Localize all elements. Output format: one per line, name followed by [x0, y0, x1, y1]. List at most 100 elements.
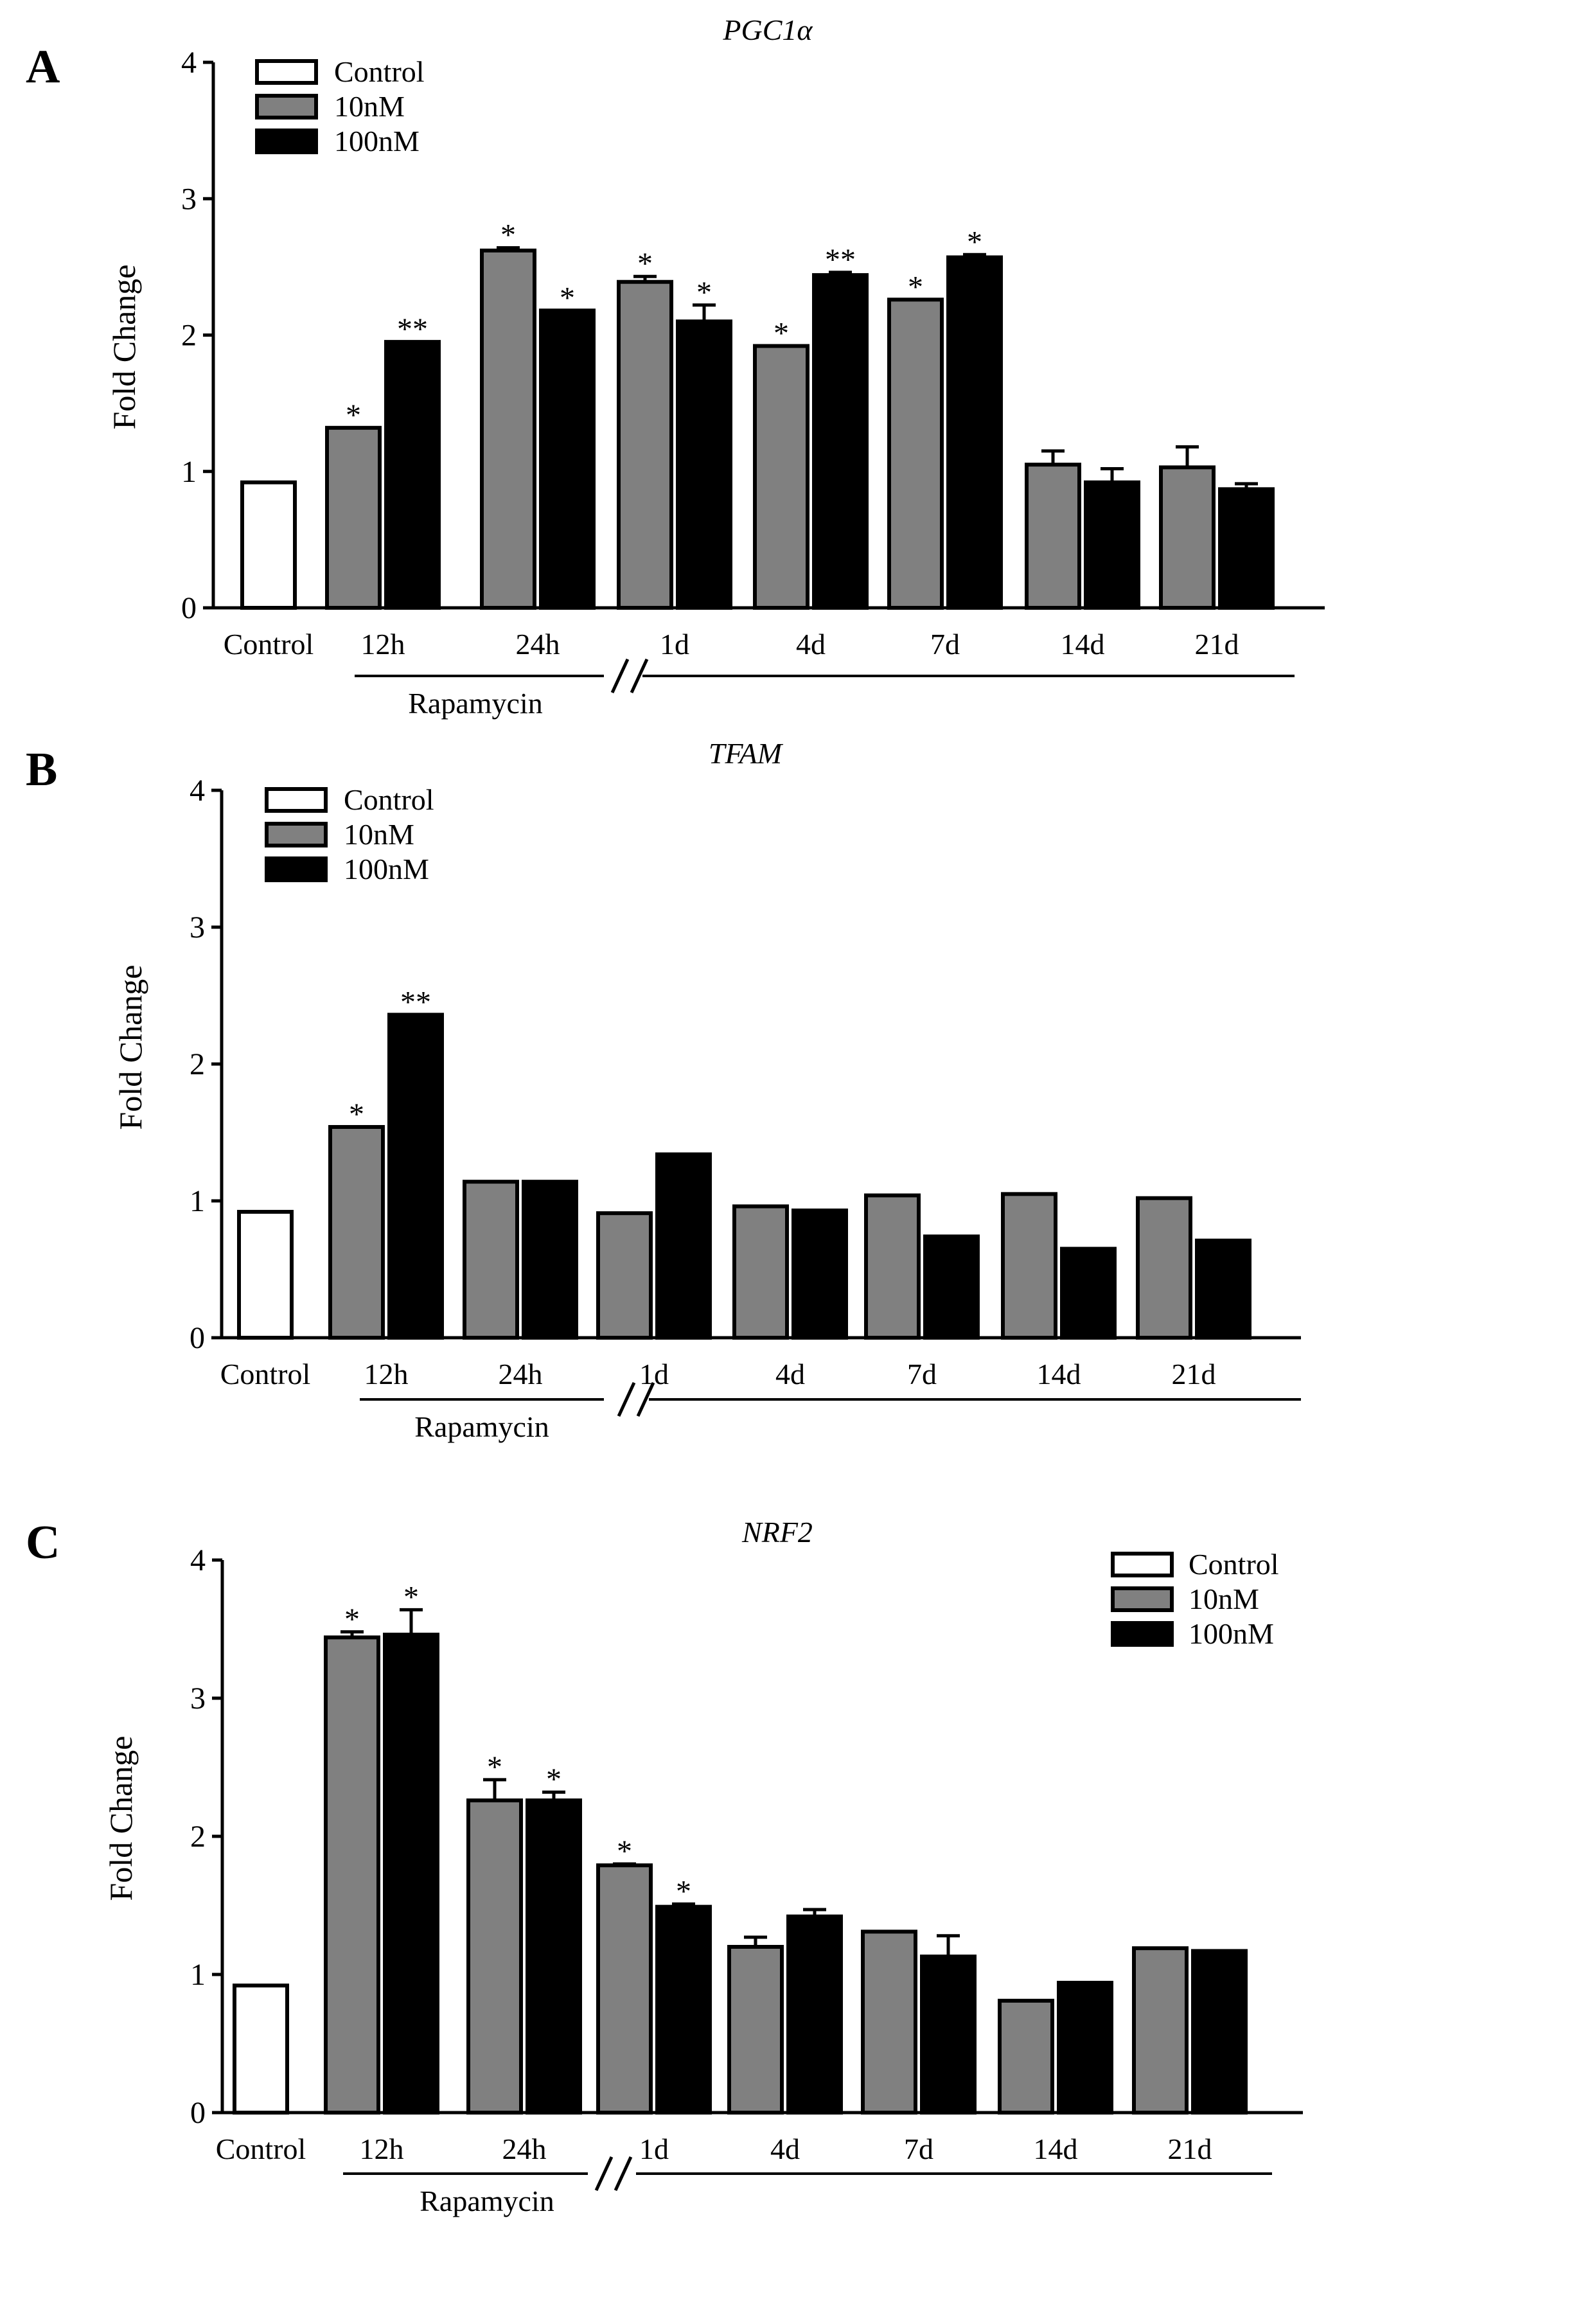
significance-marker: *	[487, 1750, 502, 1784]
chart-title: PGC1α	[722, 13, 813, 46]
bar	[1195, 1238, 1251, 1340]
panel-a: A PGC1α Fold Change 0 1 2 3 4 Control 12h 24h 1d 4d 7…	[26, 13, 1325, 720]
bar	[1025, 463, 1081, 610]
x-tick-label: 4d	[775, 1358, 805, 1390]
significance-marker: *	[637, 247, 653, 281]
significance-marker: *	[344, 1602, 360, 1637]
panel-letter: C	[26, 1516, 60, 1569]
panel-c: C NRF2 Fold Change 0 1 2 3 4 Control 12h 24h 1d 4d 7d…	[26, 1516, 1303, 2217]
axis-break-mark	[617, 1381, 636, 1417]
y-tick-label: 2	[190, 1820, 206, 1854]
bar	[655, 1904, 712, 2115]
significance-marker: *	[346, 398, 361, 432]
y-tick-label: 2	[181, 319, 197, 353]
significance-marker: *	[403, 1580, 419, 1614]
x-tick-label: 1d	[639, 2133, 669, 2165]
bar	[1159, 465, 1216, 610]
y-tick-label: 1	[190, 1184, 205, 1218]
bar	[526, 1798, 582, 2115]
y-tick-label: 4	[181, 46, 197, 80]
bar	[786, 1914, 843, 2115]
legend-label: Control	[334, 55, 425, 88]
x-tick-label: 21d	[1168, 2133, 1212, 2165]
bar	[1132, 1946, 1189, 2115]
x-tick-label: 1d	[639, 1358, 669, 1390]
x-tick-label: 14d	[1034, 2133, 1078, 2165]
x-tick-label: 21d	[1195, 628, 1239, 661]
legend-label: 10nM	[334, 90, 405, 123]
bar	[522, 1180, 578, 1340]
bar	[480, 248, 536, 610]
significance-marker: **	[397, 312, 428, 346]
legend-swatch	[1111, 1621, 1174, 1647]
significance-marker: *	[676, 1874, 691, 1908]
bar	[946, 255, 1003, 610]
panel-letter: A	[26, 40, 60, 93]
bar	[791, 1208, 848, 1340]
y-tick-label: 0	[190, 1321, 205, 1355]
legend-label: Control	[1189, 1548, 1279, 1581]
legend-label: 100nM	[1189, 1617, 1274, 1650]
bar	[387, 1013, 444, 1340]
bar	[325, 425, 382, 610]
x-tick-label: 12h	[361, 628, 405, 661]
group-label: Rapamycin	[420, 2185, 554, 2217]
legend-swatch	[265, 822, 328, 847]
significance-marker: **	[400, 985, 431, 1019]
bar	[466, 1798, 523, 2115]
bar	[732, 1204, 789, 1340]
significance-marker: *	[560, 281, 575, 315]
chart-title: NRF2	[741, 1516, 813, 1548]
bar	[920, 1955, 977, 2115]
y-tick-label: 0	[190, 2096, 206, 2130]
x-tick-label: 24h	[502, 2133, 547, 2165]
x-tick-label: 24h	[516, 628, 560, 661]
bar	[233, 1983, 289, 2115]
bar	[1136, 1196, 1192, 1340]
bar	[998, 1998, 1054, 2115]
axis-break-mark	[594, 2156, 614, 2192]
bar	[812, 273, 869, 610]
y-axis-label: Fold Change	[106, 265, 142, 430]
y-tick-label: 1	[181, 455, 197, 489]
y-tick-label: 4	[190, 1543, 206, 1577]
legend-swatch	[255, 94, 318, 120]
significance-marker: *	[696, 276, 712, 310]
bar	[676, 319, 732, 610]
bar	[923, 1234, 980, 1340]
legend-swatch	[1111, 1552, 1174, 1577]
x-tick-label: 14d	[1061, 628, 1105, 661]
axis-break-mark	[636, 1381, 655, 1417]
bar	[864, 1193, 921, 1340]
x-tick-label: 7d	[930, 628, 960, 661]
bar	[237, 1210, 294, 1340]
bar	[384, 340, 441, 610]
x-tick-label: 7d	[904, 2133, 933, 2165]
y-tick-label: 3	[181, 182, 197, 216]
bar	[655, 1152, 712, 1340]
y-axis-label: Fold Change	[112, 965, 148, 1130]
significance-marker: *	[908, 270, 923, 304]
bar	[328, 1124, 385, 1340]
y-tick-label: 3	[190, 1681, 206, 1716]
significance-marker: *	[617, 1834, 632, 1868]
significance-marker: *	[967, 225, 982, 259]
group-label: Rapamycin	[408, 687, 543, 720]
legend-swatch	[1111, 1586, 1174, 1612]
bar	[539, 308, 596, 610]
x-tick-label: 24h	[499, 1358, 543, 1390]
significance-marker: *	[500, 218, 516, 253]
panel-b: B TFAM Fold Change 0 1 2 3 4 Control 12h 24h 1d 4d 7d…	[26, 737, 1301, 1443]
y-tick-label: 3	[190, 910, 205, 945]
legend-label: 10nM	[344, 818, 414, 851]
bar	[753, 344, 809, 610]
bar	[1057, 1980, 1113, 2115]
axis-break-mark	[630, 658, 649, 694]
legend-swatch	[265, 856, 328, 882]
x-tick-label: 12h	[360, 2133, 404, 2165]
axis-break-mark	[614, 2156, 633, 2192]
legend-swatch	[265, 787, 328, 813]
bar	[861, 1929, 917, 2115]
significance-marker: *	[546, 1762, 562, 1796]
x-tick-label: 21d	[1172, 1358, 1216, 1390]
